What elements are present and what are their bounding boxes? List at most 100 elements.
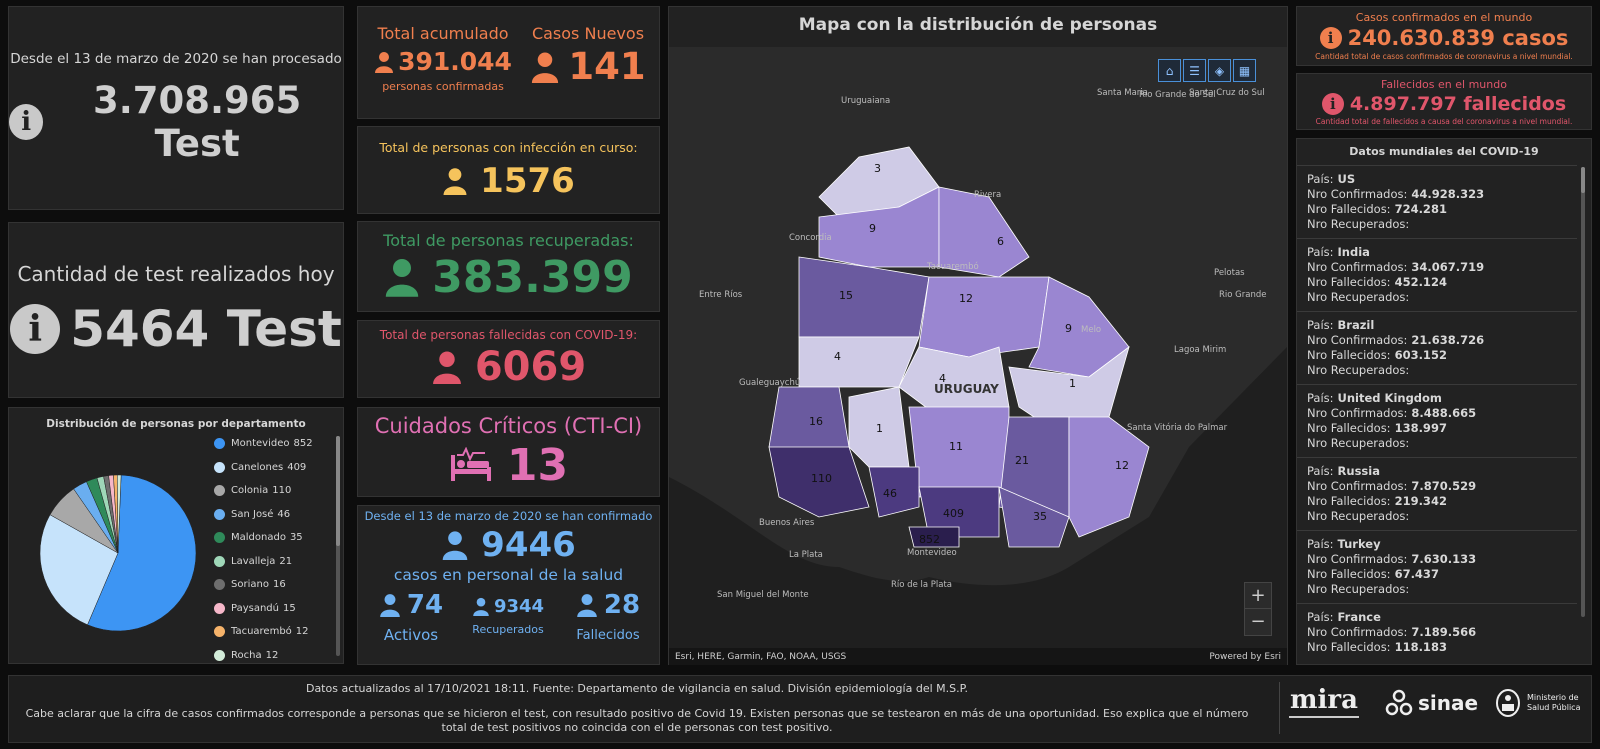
world-field-label: Nro Recuperados: xyxy=(1307,436,1410,450)
world-field-value: 219.342 xyxy=(1394,494,1447,508)
world-data-title: Datos mundiales del COVID-19 xyxy=(1349,145,1539,158)
person-icon xyxy=(375,51,394,73)
world-field-label: Nro Confirmados: xyxy=(1307,479,1408,493)
label-pelotas: Pelotas xyxy=(1214,268,1245,278)
legend-item[interactable]: Montevideo 852 xyxy=(214,432,324,456)
world-field-value: France xyxy=(1337,610,1381,624)
person-icon xyxy=(432,351,461,384)
ongoing-value: 1576 xyxy=(480,160,575,201)
msp-logo-text: Ministerio de Salud Pública xyxy=(1527,693,1581,712)
critical-care-value: 13 xyxy=(506,439,569,491)
legend-item[interactable]: Paysandú 15 xyxy=(214,597,324,621)
world-confirmed-value: 240.630.839 casos xyxy=(1347,26,1569,50)
label-santa-cruz: Santa Cruz do Sul xyxy=(1189,88,1265,98)
legend-swatch-icon xyxy=(214,602,225,614)
world-country-item[interactable]: País: Russia Nro Confirmados: 7.870.529 Nro … xyxy=(1297,458,1577,531)
world-country-item[interactable]: País: United Kingdom Nro Confirmados: 8.488… xyxy=(1297,385,1577,458)
world-data-list[interactable]: País: US Nro Confirmados: 44.928.323 Nro Fal… xyxy=(1297,165,1577,653)
count-lavalleja: 21 xyxy=(1015,454,1029,467)
legend-label: Maldonado xyxy=(231,532,286,544)
legend-label: Tacuarembó xyxy=(231,626,292,638)
legend-swatch-icon xyxy=(214,532,225,544)
info-icon: i xyxy=(1321,92,1344,115)
total-tests-panel: Desde el 13 de marzo de 2020 se han proc… xyxy=(8,6,344,210)
world-data-panel: Datos mundiales del COVID-19 País: US Nro … xyxy=(1296,138,1592,665)
hospital-bed-icon xyxy=(450,447,491,481)
qr-code-icon[interactable]: ▦ xyxy=(1233,59,1256,82)
world-confirmed-caption: Cantidad total de casos confirmados de c… xyxy=(1315,52,1573,61)
world-deaths-caption: Cantidad total de fallecidos a causa del… xyxy=(1315,116,1573,126)
map-view[interactable]: 3 9 6 15 12 9 4 4 1 16 1 11 21 12 110 46… xyxy=(669,47,1287,665)
world-country-item[interactable]: País: Turkey Nro Confirmados: 7.630.133 Nro … xyxy=(1297,531,1577,604)
uruguay-map[interactable]: 3 9 6 15 12 9 4 4 1 16 1 11 21 12 110 46… xyxy=(669,47,1287,665)
label-concordia: Concordia xyxy=(789,233,832,243)
pie-slice[interactable] xyxy=(117,474,122,554)
legend-label: Paysandú xyxy=(231,602,279,614)
world-field-value: Russia xyxy=(1337,464,1380,478)
world-field-label: Nro Confirmados: xyxy=(1307,552,1408,566)
label-la-plata: La Plata xyxy=(789,550,823,560)
world-field-label: Nro Confirmados: xyxy=(1307,260,1408,274)
label-montevideo: Montevideo xyxy=(907,548,957,558)
world-list-scrollbar[interactable] xyxy=(1581,167,1585,617)
legend-item[interactable]: Tacuarembó 12 xyxy=(214,620,324,644)
world-field-value: 118.183 xyxy=(1394,640,1447,653)
msp-emblem-icon xyxy=(1496,689,1520,717)
legend-value: 16 xyxy=(272,579,286,591)
count-artigas: 3 xyxy=(874,162,881,175)
world-field-label: Nro Fallecidos: xyxy=(1307,421,1391,435)
world-country-item[interactable]: País: Brazil Nro Confirmados: 21.638.726 Nro… xyxy=(1297,312,1577,385)
label-tacuarembo: Tacuarembó xyxy=(926,261,979,272)
accumulated-title: Total acumulado xyxy=(377,24,509,43)
deceased-staff-label: Fallecidos xyxy=(576,628,640,643)
legend-swatch-icon xyxy=(214,626,225,638)
home-icon[interactable]: ⌂ xyxy=(1158,59,1181,82)
pie-slice[interactable] xyxy=(87,474,197,632)
legend-item[interactable]: Colonia 110 xyxy=(214,479,324,503)
count-rivera: 6 xyxy=(997,235,1004,248)
label-santa-vitoria: Santa Vitória do Palmar xyxy=(1127,422,1228,433)
world-field-value: Turkey xyxy=(1337,537,1381,551)
world-country-item[interactable]: País: US Nro Confirmados: 44.928.323 Nro Fal… xyxy=(1297,166,1577,239)
label-lagoa-mirim: Lagoa Mirim xyxy=(1174,345,1226,355)
world-country-item[interactable]: País: France Nro Confirmados: 7.189.566 Nro … xyxy=(1297,604,1577,653)
count-montevideo: 852 xyxy=(919,533,940,546)
map-toolbar: ⌂ ☰ ◈ ▦ xyxy=(1158,59,1256,82)
world-field-label: País: xyxy=(1307,537,1334,551)
total-tests-value: 3.708.965 Test xyxy=(92,79,302,165)
world-country-item[interactable]: País: India Nro Confirmados: 34.067.719 Nro … xyxy=(1297,239,1577,312)
legend-item[interactable]: Rocha 12 xyxy=(214,644,324,668)
legend-item[interactable]: Canelones 409 xyxy=(214,456,324,480)
country-label: URUGUAY xyxy=(934,382,999,396)
distribution-pie-chart[interactable] xyxy=(33,468,203,638)
legend-label: San José xyxy=(231,508,274,520)
world-field-value: US xyxy=(1337,172,1356,186)
label-melo: Melo xyxy=(1081,325,1101,335)
legend-item[interactable]: Lavalleja 21 xyxy=(214,550,324,574)
zoom-out-button[interactable]: − xyxy=(1250,611,1266,632)
legend-item[interactable]: Soriano 16 xyxy=(214,573,324,597)
count-maldonado: 35 xyxy=(1033,510,1047,523)
health-staff-subtitle: casos en personal de la salud xyxy=(393,566,624,584)
world-field-value: 21.638.726 xyxy=(1411,333,1485,347)
legend-label: Soriano xyxy=(231,579,269,591)
legend-item[interactable]: San José 46 xyxy=(214,503,324,527)
person-icon xyxy=(473,597,489,616)
count-durazno: 4 xyxy=(939,372,946,385)
count-soriano: 16 xyxy=(809,415,823,428)
legend-list-icon[interactable]: ☰ xyxy=(1183,59,1206,82)
map-title: Mapa con la distribución de personas xyxy=(798,15,1158,35)
count-rocha: 12 xyxy=(1115,459,1129,472)
count-florida: 11 xyxy=(949,440,963,453)
health-staff-panel: Desde el 13 de marzo de 2020 se han conf… xyxy=(357,505,660,665)
legend-item[interactable]: Maldonado 35 xyxy=(214,526,324,550)
world-field-value: 8.488.665 xyxy=(1411,406,1477,420)
info-icon: i xyxy=(9,104,44,140)
legend-scrollbar[interactable] xyxy=(336,436,340,656)
layers-icon[interactable]: ◈ xyxy=(1208,59,1231,82)
zoom-in-button[interactable]: + xyxy=(1245,583,1271,609)
legend-value: 12 xyxy=(295,626,309,638)
powered-by-esri[interactable]: Powered by Esri xyxy=(1209,651,1281,662)
zoom-controls: + − xyxy=(1244,582,1272,636)
map-attribution: Esri, HERE, Garmin, FAO, NOAA, USGS xyxy=(675,651,847,662)
